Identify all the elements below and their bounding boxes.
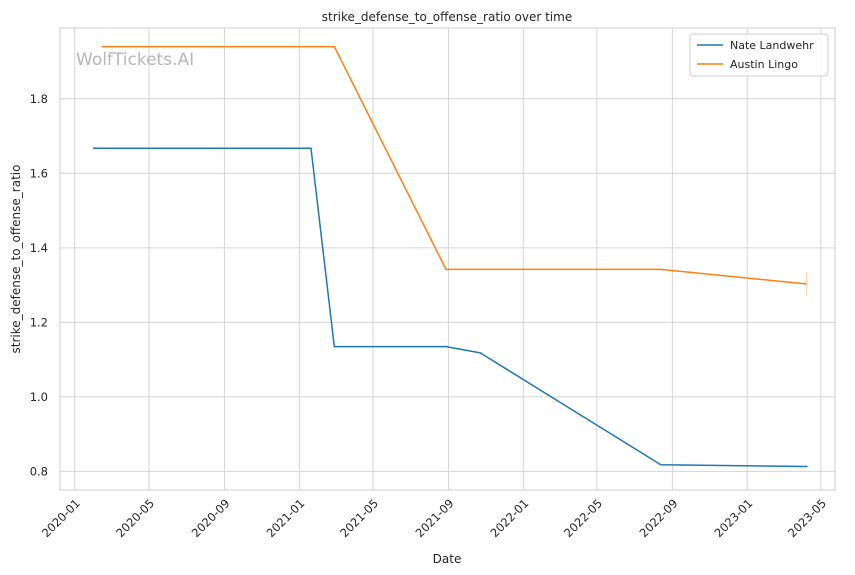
plot-frame bbox=[59, 27, 836, 491]
x-tick-label: 2020-01 bbox=[39, 496, 83, 540]
y-tick-label: 1.0 bbox=[30, 390, 48, 404]
x-tick-label: 2020-05 bbox=[113, 496, 157, 540]
watermark: WolfTickets.AI bbox=[76, 50, 194, 70]
y-tick-label: 1.6 bbox=[30, 166, 48, 180]
y-axis-ticks: 0.8 1.0 1.2 1.4 1.6 1.8 bbox=[30, 92, 48, 479]
y-tick-label: 0.8 bbox=[30, 464, 48, 478]
series-lines bbox=[92, 45, 808, 468]
x-tick-label: 2022-09 bbox=[637, 496, 681, 540]
data-point-austin-lingo bbox=[659, 268, 662, 271]
grid bbox=[60, 28, 835, 490]
y-axis-label: strike_defense_to_offense_ratio bbox=[9, 165, 23, 354]
legend-label-austin-lingo: Austin Lingo bbox=[730, 58, 798, 71]
legend: Nate Landwehr Austin Lingo bbox=[689, 33, 829, 77]
y-tick-label: 1.4 bbox=[30, 241, 48, 255]
x-tick-label: 2021-09 bbox=[413, 496, 457, 540]
data-point-nate-landwehr bbox=[805, 465, 808, 468]
x-axis-ticks: 2020-01 2020-05 2020-09 2021-01 2021-05 2021-… bbox=[39, 496, 829, 540]
series-line-nate-landwehr bbox=[93, 147, 807, 468]
y-tick-label: 1.2 bbox=[30, 315, 48, 329]
data-point-nate-landwehr bbox=[333, 345, 336, 348]
chart-title: strike_defense_to_offense_ratio over tim… bbox=[322, 10, 572, 24]
data-point-austin-lingo bbox=[333, 45, 336, 48]
series-line-austin-lingo bbox=[102, 45, 807, 285]
legend-box bbox=[689, 33, 829, 77]
x-tick-label: 2020-09 bbox=[189, 496, 233, 540]
x-tick-label: 2023-01 bbox=[711, 496, 755, 540]
x-tick-label: 2021-01 bbox=[264, 496, 308, 540]
y-tick-label: 1.8 bbox=[30, 92, 48, 106]
x-tick-label: 2021-05 bbox=[337, 496, 381, 540]
data-point-austin-lingo bbox=[445, 268, 447, 271]
data-point-austin-lingo bbox=[101, 45, 104, 48]
data-point-nate-landwehr bbox=[92, 147, 95, 150]
data-point-nate-landwehr bbox=[310, 147, 312, 150]
x-tick-label: 2023-05 bbox=[785, 496, 829, 540]
legend-label-nate-landwehr: Nate Landwehr bbox=[730, 39, 814, 52]
data-point-nate-landwehr bbox=[479, 352, 482, 354]
x-axis-label: Date bbox=[433, 552, 462, 566]
x-tick-label: 2022-01 bbox=[488, 496, 532, 540]
x-tick-label: 2022-05 bbox=[561, 496, 605, 540]
data-point-nate-landwehr bbox=[445, 345, 447, 348]
data-point-nate-landwehr bbox=[659, 463, 662, 466]
